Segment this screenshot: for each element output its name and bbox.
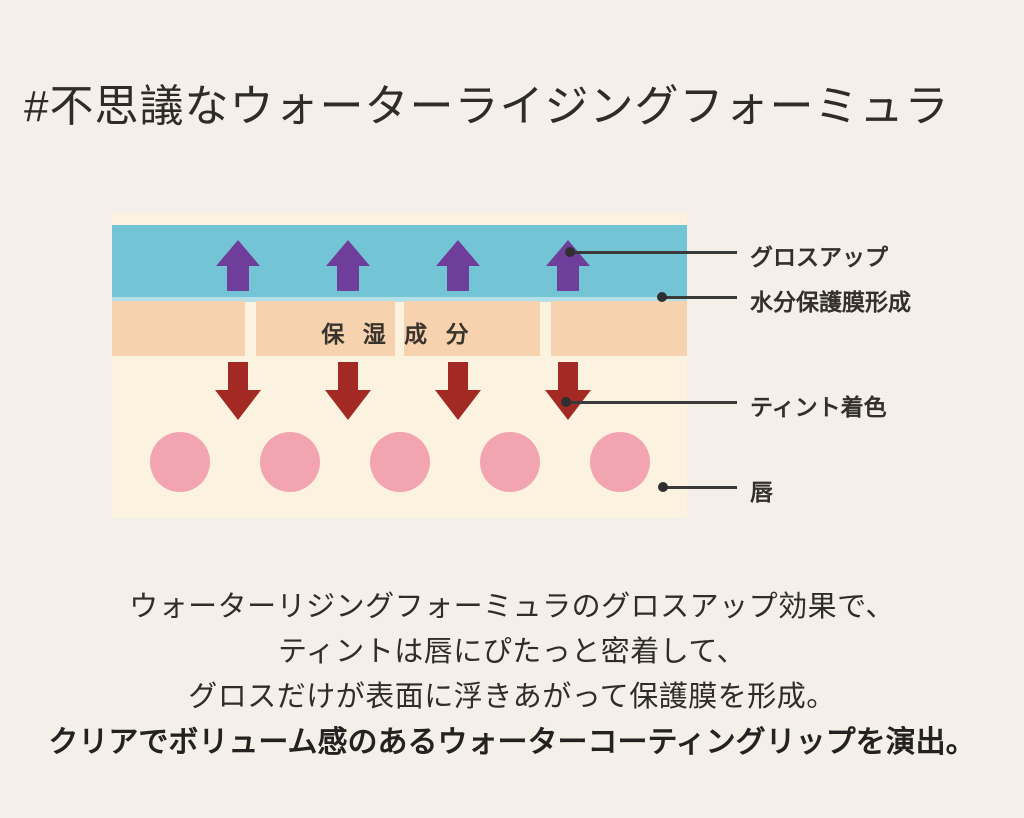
lip-cell-circle <box>260 432 320 492</box>
tint-down-arrow-icon <box>215 362 261 420</box>
callout-line-gloss-up <box>570 251 737 254</box>
page-title: #不思議なウォーターライジングフォーミュラ <box>24 82 950 131</box>
callout-line-tint-color <box>566 401 737 404</box>
lip-cell-circle <box>590 432 650 492</box>
lip-cell-circle <box>370 432 430 492</box>
moisture-block <box>112 301 245 356</box>
moisture-block <box>551 301 687 356</box>
tint-down-arrow-icon <box>435 362 481 420</box>
moisture-ingredient-label: 保 湿 成 分 <box>321 321 475 347</box>
gloss-up-arrow-icon <box>216 240 260 291</box>
tint-down-arrow-icon <box>325 362 371 420</box>
gloss-up-arrow-icon <box>546 240 590 291</box>
description-emphasis-line: クリアでボリューム感のあるウォーターコーティングリップを演出。 <box>48 726 976 759</box>
tint-down-arrow-icon <box>545 362 591 420</box>
gloss-up-arrow-icon <box>436 240 480 291</box>
callout-dot-tint-color <box>561 397 571 407</box>
callout-dot-gloss-up <box>565 247 575 257</box>
description-text-block: ウォーターリジングフォーミュラのグロスアップ効果で、 ティントは唇にぴたっと密着… <box>0 585 1024 766</box>
lip-cell-circle <box>150 432 210 492</box>
callout-dot-lips <box>658 482 668 492</box>
callout-dot-moisture-film <box>657 292 667 302</box>
lip-cell-circle <box>480 432 540 492</box>
callout-line-lips <box>663 486 737 489</box>
callout-label-moisture-film: 水分保護膜形成 <box>750 289 911 315</box>
callout-label-tint-color: ティント着色 <box>750 394 887 420</box>
moisture-block <box>256 301 395 356</box>
description-line: ウォーターリジングフォーミュラのグロスアップ効果で、 <box>129 591 895 623</box>
description-line: ティントは唇にぴたっと密着して、 <box>278 636 746 668</box>
lip-layer-diagram: 保 湿 成 分 <box>112 213 687 518</box>
callout-label-gloss-up: グロスアップ <box>750 244 888 270</box>
gloss-layer-edge <box>112 297 687 302</box>
callout-line-moisture-film <box>662 296 737 299</box>
description-line: グロスだけが表面に浮きあがって保護膜を形成。 <box>188 681 836 713</box>
gloss-up-arrow-icon <box>326 240 370 291</box>
callout-label-lips: 唇 <box>750 479 773 505</box>
moisture-block <box>404 301 540 356</box>
gloss-layer-band <box>112 225 687 297</box>
